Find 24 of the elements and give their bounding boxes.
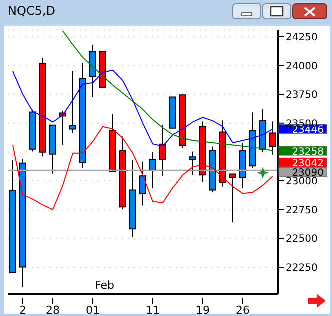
- annotation: Feb: [95, 279, 114, 292]
- x-tick-label: 26: [236, 304, 250, 316]
- candlestick: [140, 161, 146, 206]
- x-tick-label: 19: [196, 304, 210, 316]
- candlestick: [150, 152, 156, 190]
- candlestick: [70, 71, 76, 134]
- x-tick-label: 01: [86, 304, 100, 316]
- y-tick-label: 22500: [286, 234, 318, 246]
- line-series: [62, 30, 274, 152]
- y-tick-label: 23750: [286, 90, 318, 102]
- line-series: [12, 126, 274, 210]
- candlestick: [160, 124, 166, 176]
- chart-title: NQC5,D: [8, 4, 56, 18]
- candlestick: [190, 151, 196, 176]
- text: 23258: [292, 147, 324, 158]
- y-tick-label: 23000: [286, 176, 318, 188]
- y-tick-label: 22250: [286, 263, 318, 274]
- y-tick-label: 24250: [286, 32, 318, 44]
- x-tick-label: 28: [46, 304, 60, 316]
- x-tick-label: 11: [146, 304, 160, 316]
- y-tick-label: 22750: [286, 205, 318, 216]
- x-tick-label: 2: [20, 304, 26, 316]
- text: 23042: [292, 158, 324, 170]
- y-tick-label: 24000: [286, 61, 318, 72]
